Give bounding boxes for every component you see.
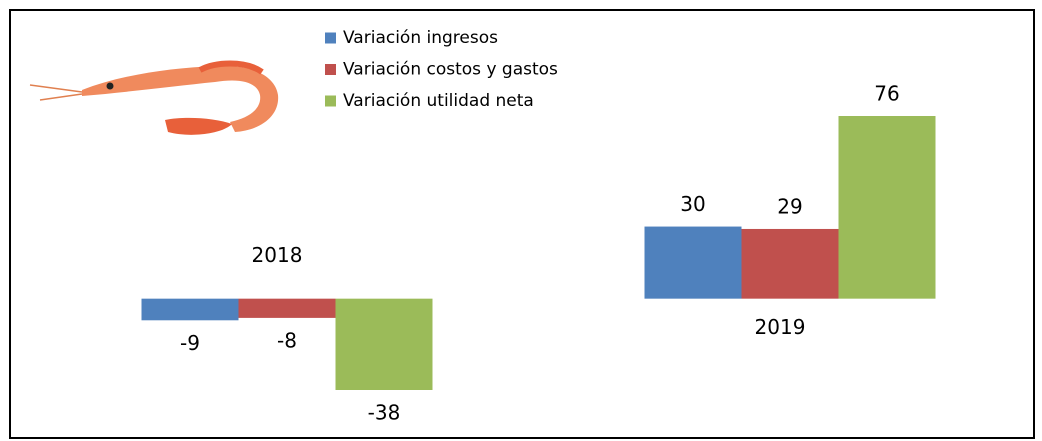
- value-label: 76: [874, 82, 899, 106]
- bar: [336, 299, 433, 390]
- value-label: 29: [777, 194, 802, 218]
- legend-swatch: [325, 33, 336, 44]
- bar: [839, 116, 936, 299]
- legend-swatch: [325, 64, 336, 75]
- value-label: -9: [180, 331, 200, 355]
- category-label: 2019: [755, 315, 806, 339]
- value-label: 30: [680, 192, 705, 216]
- legend-label: Variación costos y gastos: [343, 60, 558, 80]
- legend-label: Variación ingresos: [343, 28, 498, 48]
- bar: [142, 299, 239, 321]
- page: -9 -8 -38 2018 30 29 76 2019 Variación ingresos V…: [0, 0, 1042, 441]
- bar: [645, 227, 742, 299]
- value-label: -38: [368, 401, 401, 425]
- value-label: -8: [277, 328, 297, 352]
- bar: [742, 229, 839, 299]
- bar: [239, 299, 336, 318]
- legend-label: Variación utilidad neta: [343, 91, 534, 111]
- legend-swatch: [325, 96, 336, 107]
- category-label: 2018: [252, 243, 303, 267]
- chart: -9 -8 -38 2018 30 29 76 2019 Variación ingresos V…: [0, 0, 1042, 441]
